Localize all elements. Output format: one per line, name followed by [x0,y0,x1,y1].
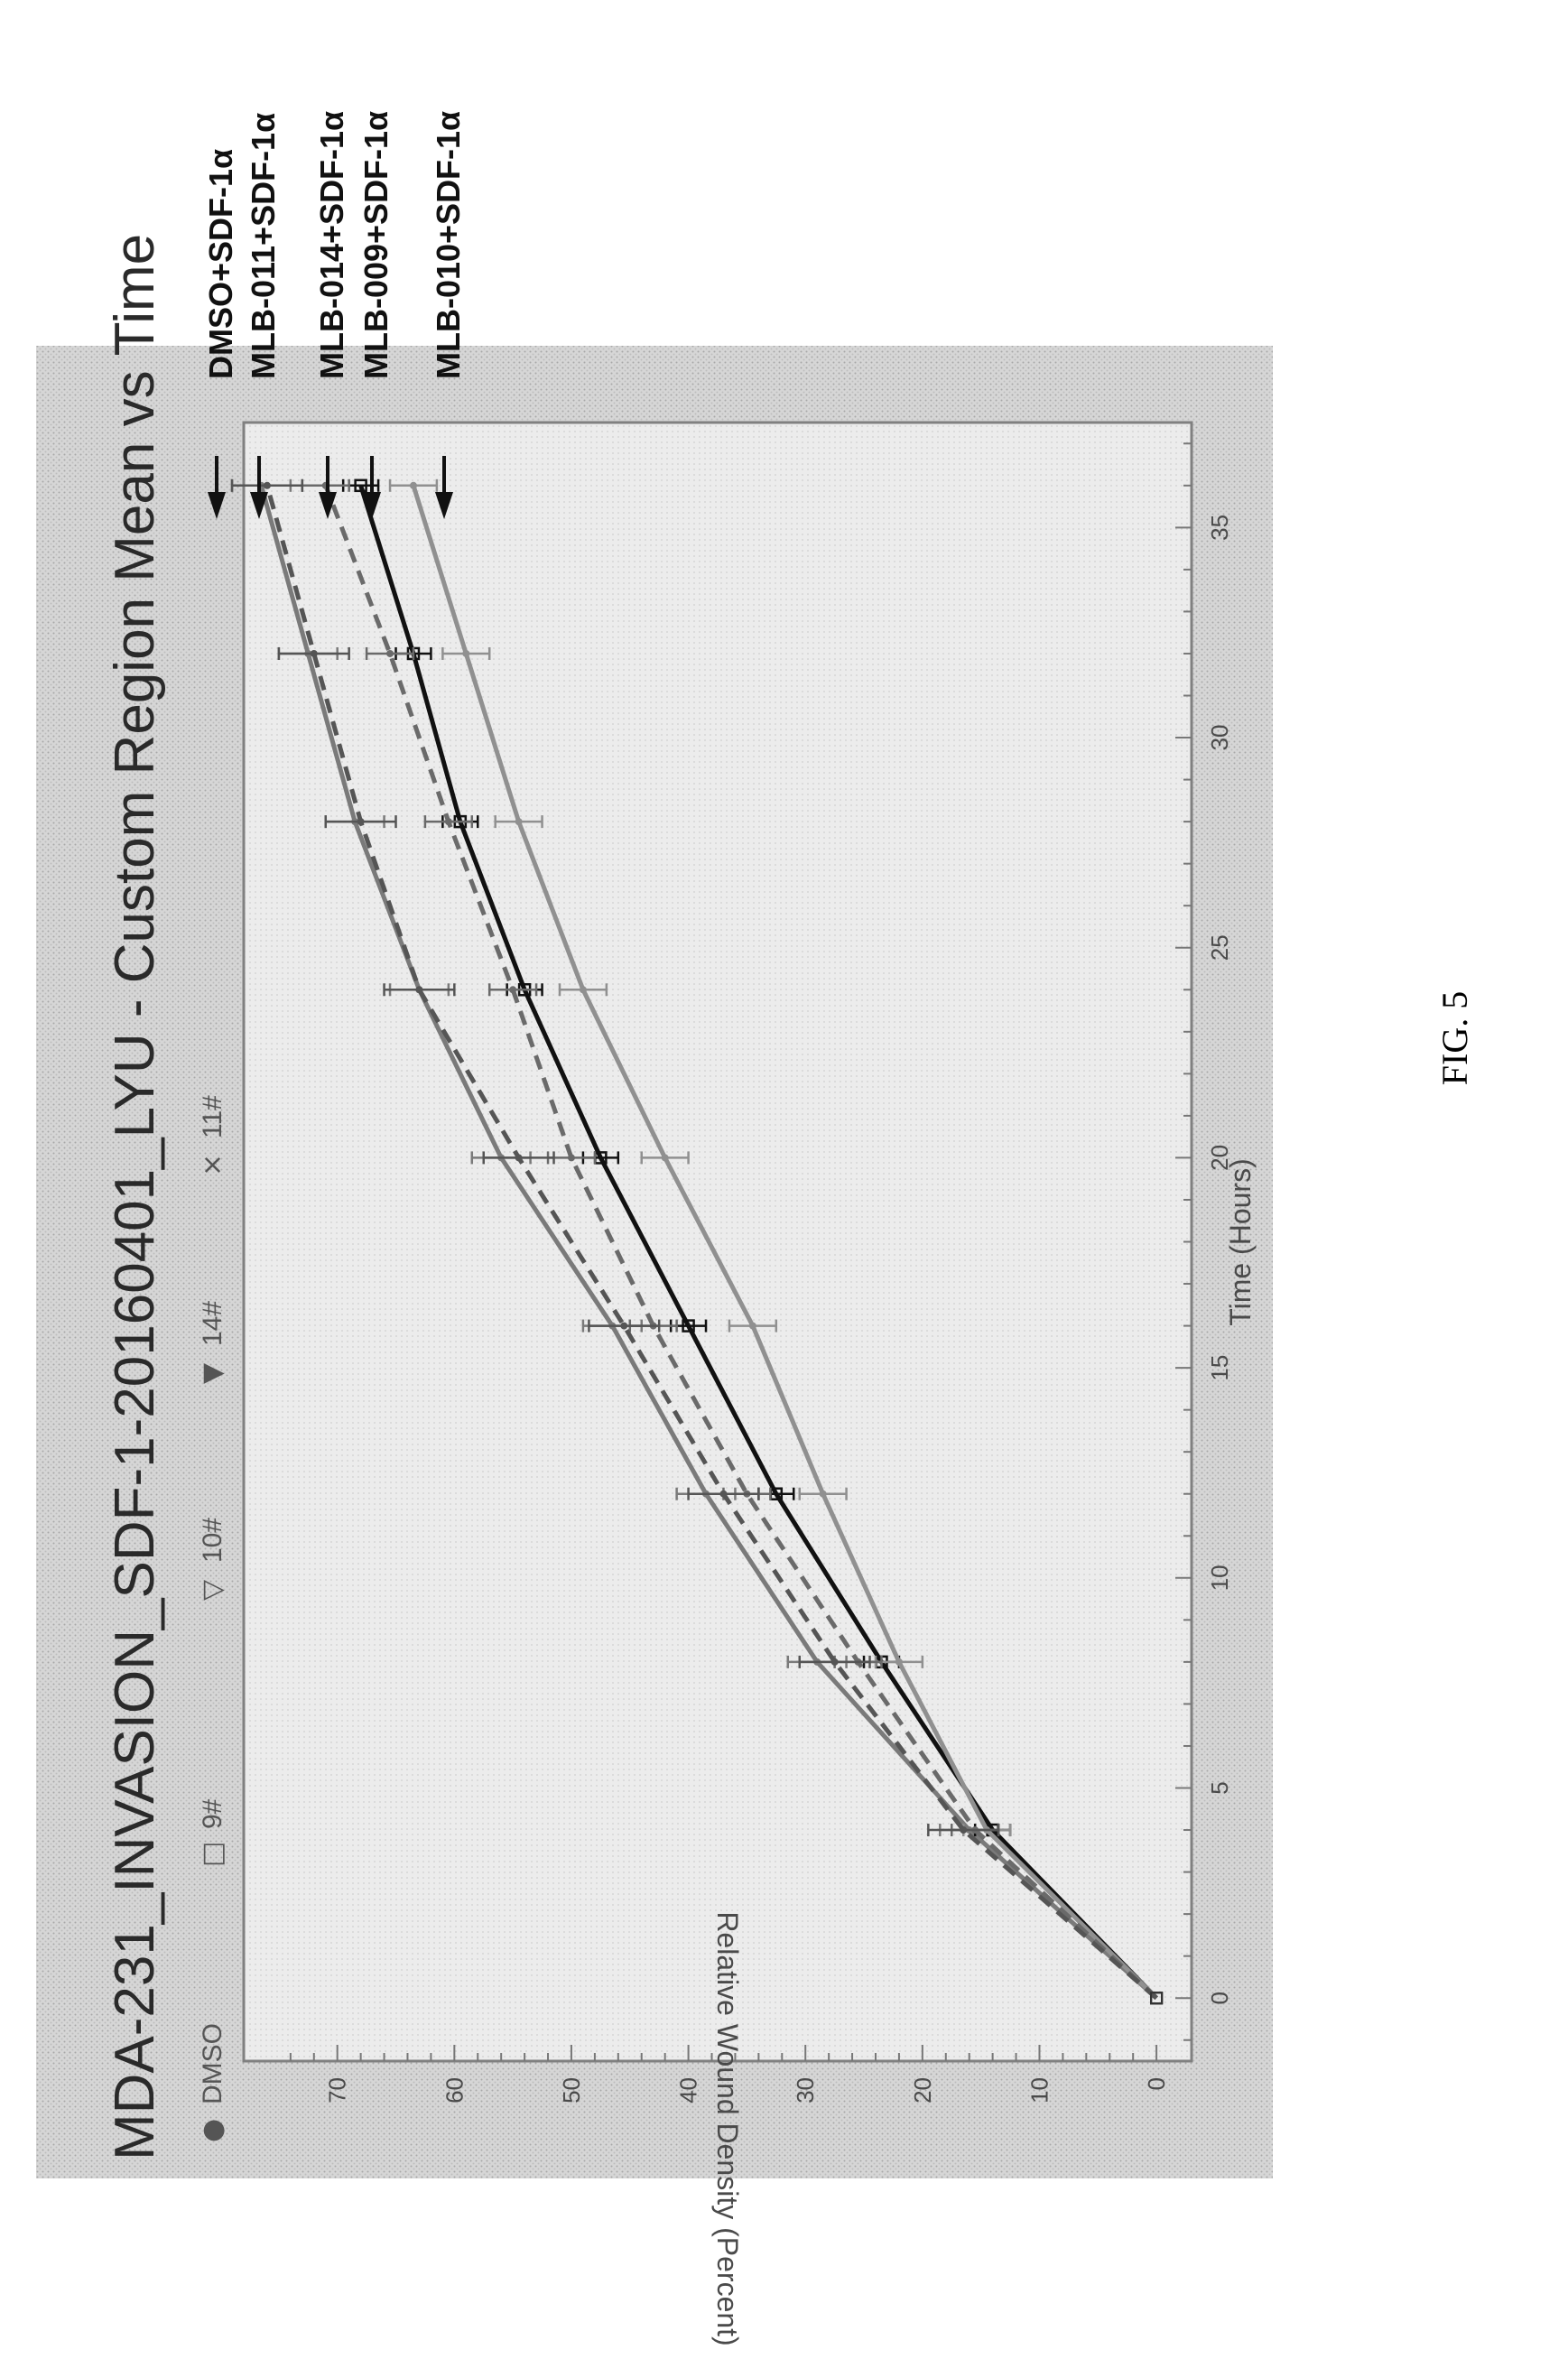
y-tick-label: 50 [558,2077,585,2104]
series-annotation: MLB-014+SDF-1α [313,111,350,379]
x-axis-label: Time (Hours) [1224,1158,1257,1325]
data-point [579,986,587,994]
series-annotation: MLB-009+SDF-1α [357,111,394,379]
y-tick-label: 70 [324,2077,351,2104]
data-point [515,1154,523,1162]
data-point [509,986,517,994]
series-line [259,485,1158,2001]
x-tick-label: 35 [1206,515,1233,541]
data-point [748,1322,756,1330]
data-point [310,649,318,657]
data-point [819,1490,827,1498]
data-point [462,649,470,657]
data-point [1150,1992,1164,2005]
data-point [719,1490,728,1498]
x-tick-label: 25 [1206,934,1233,961]
data-point [263,481,271,489]
legend-marker: □ [197,1842,228,1867]
data-point [444,818,452,826]
y-axis-label: Relative Wound Density (Percent) [711,1911,744,2345]
plot-area [242,421,1193,2063]
data-point [567,1154,575,1162]
series-11# [230,478,1164,2005]
annotation-arrowhead [319,492,337,519]
y-tick-label: 10 [1025,2077,1053,2104]
data-point [409,481,417,489]
x-tick-label: 15 [1206,1355,1233,1381]
data-point [357,818,365,826]
data-point [415,986,423,994]
series-annotations: DMSO+SDF-1α MLB-011+SDF-1α MLB-014+SDF-1α M… [202,111,467,519]
data-point [354,478,367,493]
chart-title: MDA-231_INVASION_SDF-1-20160401_LYU - Cu… [104,234,166,2160]
y-tick-label: 20 [909,2077,936,2104]
x-tick-label: 5 [1206,1781,1233,1794]
annotation-arrowhead [250,492,268,519]
series-line [323,484,1158,2001]
annotation-arrowhead [435,492,453,519]
x-axis: 0 5 10 15 20 25 30 35 [1175,442,1233,2041]
x-tick-label: 10 [1206,1565,1233,1591]
data-point [895,1658,903,1666]
annotation-arrowhead [363,492,381,519]
data-point [960,1826,968,1834]
figure-caption: FIG. 5 [1434,991,1475,1085]
data-point [830,1658,839,1666]
data-point [515,818,523,826]
series-annotation: MLB-010+SDF-1α [430,111,467,379]
legend: ● DMSO □ 9# ▽ 10# ▼ 14# × 11# [197,1095,228,2142]
legend-label: 9# [198,1798,227,1829]
data-point [682,1319,695,1333]
data-point [620,1322,628,1330]
legend-marker: ▽ [197,1580,228,1601]
data-point [661,1154,669,1162]
series-line [411,485,1158,2000]
x-tick-label: 30 [1206,725,1233,751]
y-tick-label: 30 [792,2077,819,2104]
legend-label: DMSO [198,2023,227,2104]
legend-marker: ● [197,2119,228,2142]
x-tick-label: 20 [1206,1145,1233,1171]
x-tick-label: 0 [1206,1992,1233,2004]
legend-label: 11# [198,1095,227,1138]
legend-label: 10# [198,1518,227,1563]
series-layer [230,478,1164,2005]
legend-marker: ▼ [197,1363,228,1384]
series-line [358,485,1158,2000]
legend-label: 14# [198,1301,227,1346]
legend-marker: × [197,1154,228,1176]
series-annotation: MLB-011+SDF-1α [245,113,282,379]
annotation-arrowhead [208,492,226,519]
series-annotation: DMSO+SDF-1α [202,149,239,379]
series-line [264,485,1158,2001]
y-tick-label: 60 [441,2077,468,2104]
data-point [386,649,394,657]
y-axis: 0 10 20 30 40 50 60 70 [289,2045,1170,2104]
y-tick-label: 40 [675,2077,702,2104]
y-tick-label: 0 [1143,2077,1170,2090]
